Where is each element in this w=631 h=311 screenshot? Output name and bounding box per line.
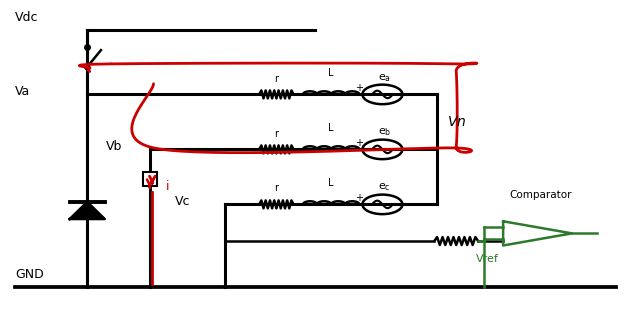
Text: e$_\mathrm{a}$: e$_\mathrm{a}$ [378,72,391,84]
Text: +: + [355,138,363,148]
Text: $Vn$: $Vn$ [447,115,466,129]
Text: i: i [165,179,169,193]
Text: +: + [355,83,363,93]
Text: Comparator: Comparator [509,190,572,200]
Text: e$_\mathrm{b}$: e$_\mathrm{b}$ [377,127,391,138]
Text: Vb: Vb [106,140,122,153]
Text: Vc: Vc [175,195,191,208]
Text: Va: Va [15,85,30,98]
Text: L: L [328,68,334,78]
Polygon shape [69,202,105,219]
Text: r: r [274,183,278,193]
Text: r: r [274,73,278,84]
Text: L: L [328,178,334,188]
Bar [143,172,156,186]
Text: Vref: Vref [476,254,499,264]
Text: GND: GND [15,268,44,281]
Text: Vdc: Vdc [15,11,38,24]
Text: +: + [355,193,363,203]
Text: L: L [328,123,334,133]
Text: e$_\mathrm{c}$: e$_\mathrm{c}$ [378,182,391,193]
Text: r: r [274,128,278,138]
